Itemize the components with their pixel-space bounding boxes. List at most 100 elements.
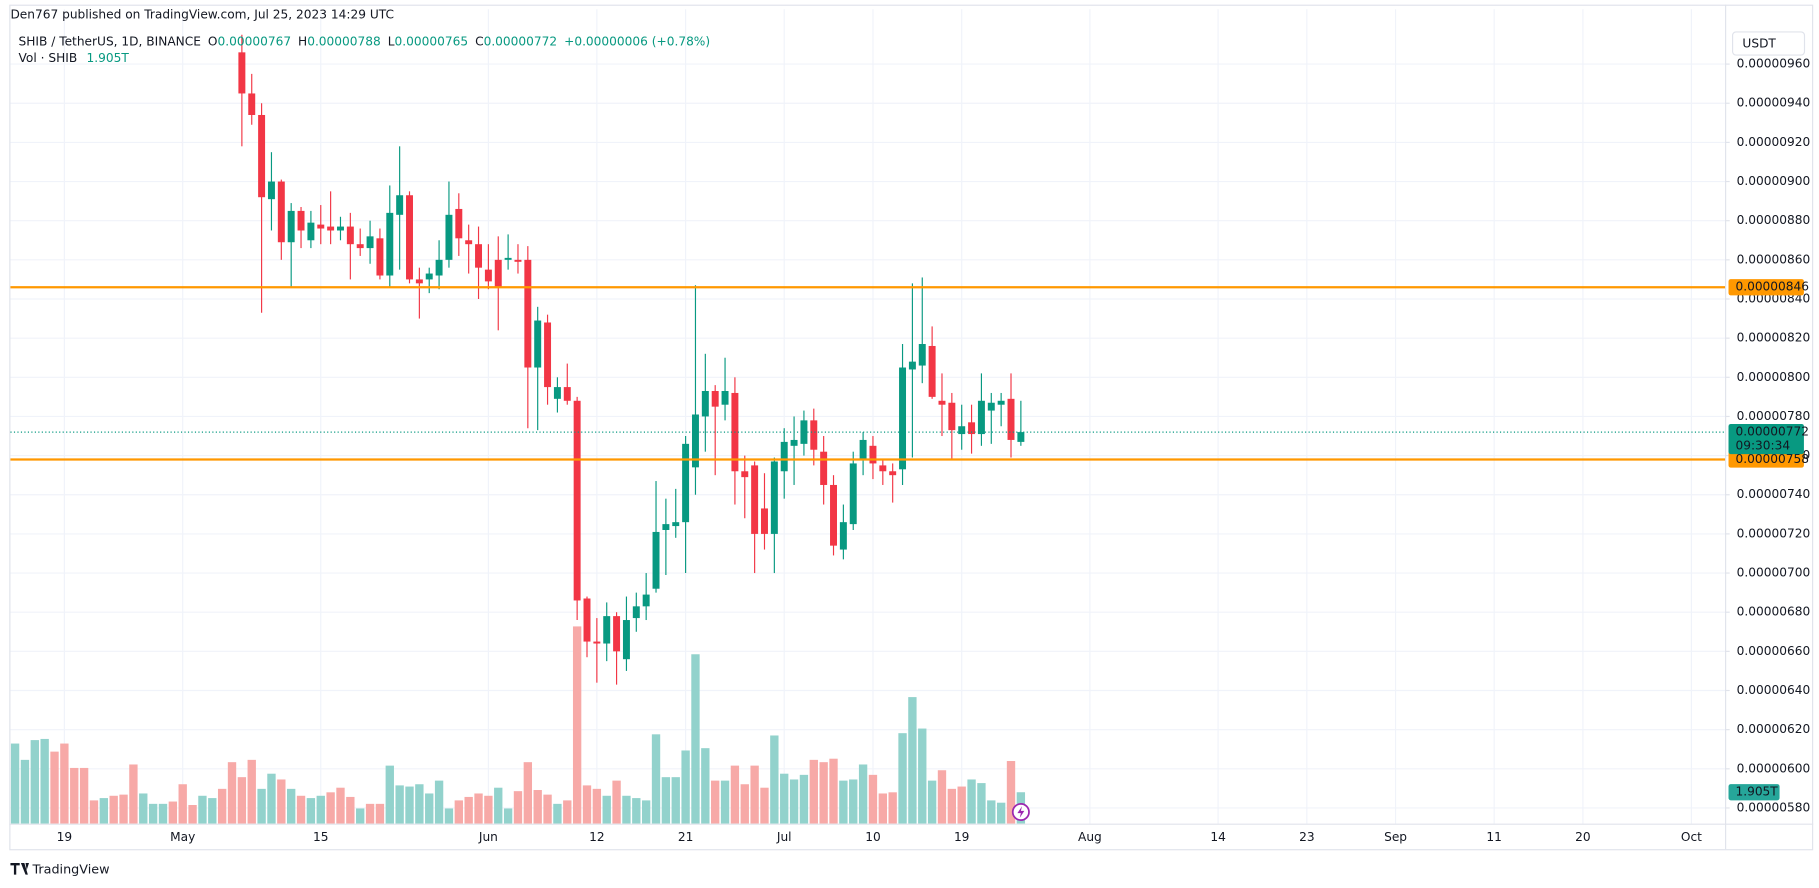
volume-bar <box>523 762 533 824</box>
volume-bar <box>868 774 878 824</box>
volume-bar <box>513 791 523 824</box>
volume-bar <box>543 794 552 824</box>
candle-body <box>238 52 246 94</box>
x-tick-label: Jul <box>776 830 792 844</box>
candle-body <box>1017 432 1025 442</box>
grid <box>10 9 1726 824</box>
volume-bar <box>336 787 345 824</box>
level-label-box <box>1728 279 1804 296</box>
candle-body <box>820 451 828 485</box>
currency-button[interactable] <box>1731 31 1806 56</box>
candle-body <box>248 93 256 115</box>
candle-body <box>928 345 936 397</box>
candle-body <box>297 210 305 231</box>
x-tick-label: Sep <box>1384 830 1407 844</box>
close-value: 0.00000772 <box>484 34 558 48</box>
high-label: H <box>298 34 307 48</box>
volume-bar <box>415 784 424 824</box>
x-tick-label: 14 <box>1210 830 1226 844</box>
volume-bar <box>858 764 868 824</box>
y-tick-label: 0.00000820 <box>1737 331 1811 345</box>
volume-bar <box>385 765 394 824</box>
volume-bar <box>494 787 503 824</box>
change: +0.00000006 (+0.78%) <box>564 34 710 48</box>
y-tick-label: 0.00000900 <box>1737 174 1811 188</box>
volume-bar <box>651 734 661 824</box>
publisher: Den767 published on TradingView.com, Jul… <box>10 8 394 22</box>
volume-bar <box>198 795 207 824</box>
candle-body <box>918 344 926 366</box>
legend-line: SHIB / TetherUS, 1D, BINANCE O0.00000767 H… <box>19 34 711 48</box>
candle-body <box>267 181 275 200</box>
candle-body <box>356 244 364 249</box>
candle-body <box>899 367 907 470</box>
price-pane <box>238 34 1025 685</box>
last-price-label: 0.00000772 <box>1735 425 1809 439</box>
x-tick-label: 10 <box>865 830 881 844</box>
volume-bar <box>582 785 592 824</box>
volume-bar <box>641 800 651 824</box>
candle-body <box>406 195 413 280</box>
volume-legend: Vol · SHIB 1.905T <box>19 51 130 65</box>
x-tick-label: 19 <box>57 830 73 844</box>
volume-bar <box>918 728 927 824</box>
low-label: L <box>388 34 395 48</box>
candle-body <box>632 606 640 619</box>
volume-bar <box>474 793 483 824</box>
open-value: 0.00000767 <box>218 34 292 48</box>
volume-bar <box>306 798 316 824</box>
volume-bar <box>740 784 749 824</box>
event-icon-bolt <box>1017 806 1025 818</box>
candle-body <box>662 524 670 530</box>
volume-bar <box>612 780 621 824</box>
level-label: 0.00000846 <box>1735 280 1809 294</box>
candle-body <box>484 269 492 282</box>
last-price-box <box>1728 423 1804 455</box>
volume-bar <box>987 800 996 824</box>
volume-bar <box>247 759 256 824</box>
volume-bar <box>237 777 247 824</box>
candle-body <box>563 387 571 401</box>
candle-body <box>1007 398 1015 440</box>
volume-bar <box>60 743 69 824</box>
x-tick-label: Oct <box>1681 830 1702 844</box>
volume-bar <box>10 743 20 824</box>
countdown: 09:30:34 <box>1735 439 1790 453</box>
candle-body <box>987 402 995 411</box>
candle-body <box>770 461 778 534</box>
volume-bar <box>464 796 473 824</box>
candle-body <box>593 641 601 644</box>
candle-body <box>810 420 818 450</box>
volume-bar <box>799 774 809 824</box>
volume-bar <box>395 785 404 824</box>
volume-bar <box>484 795 493 824</box>
volume-bar <box>99 798 109 824</box>
volume-bar <box>701 748 710 824</box>
volume-bar <box>89 800 99 824</box>
volume-bar <box>503 808 513 824</box>
volume-bar <box>553 803 562 824</box>
candle-body <box>701 391 709 417</box>
candle-body <box>889 471 897 476</box>
currency-label[interactable]: USDT <box>1742 37 1776 51</box>
candle-body <box>544 322 552 388</box>
candle-body <box>672 522 680 527</box>
candle-body <box>997 400 1005 405</box>
volume-bar <box>139 793 148 824</box>
candle-body <box>475 244 483 268</box>
candle-body <box>465 240 473 245</box>
y-tick-label: 0.00000860 <box>1737 252 1811 266</box>
volume-value: 1.905T <box>86 51 129 65</box>
y-tick-label: 0.00000920 <box>1737 135 1811 149</box>
candle-body <box>277 181 285 243</box>
volume-bar <box>602 795 611 824</box>
volume-bar <box>789 779 799 824</box>
candle-body <box>613 616 621 652</box>
low-value: 0.00000765 <box>395 34 469 48</box>
volume-bar <box>819 762 828 824</box>
candle-body <box>958 426 966 435</box>
volume-bar <box>533 790 542 824</box>
volume-bar <box>681 750 690 824</box>
candle-body <box>968 422 976 435</box>
x-tick-label: 21 <box>678 830 694 844</box>
